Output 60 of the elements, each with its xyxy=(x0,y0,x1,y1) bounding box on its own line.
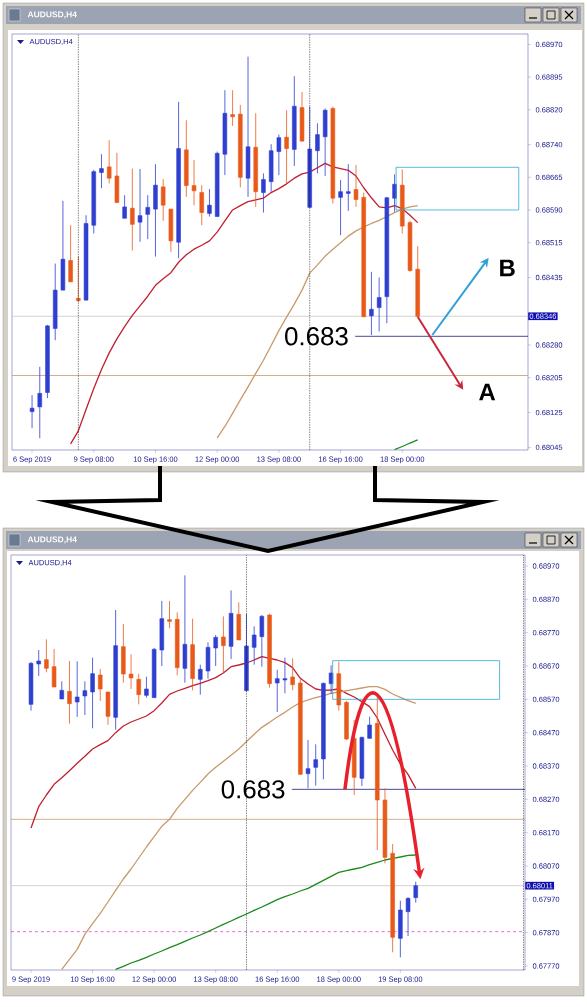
ref-line-label: 0.683 xyxy=(285,327,348,346)
candlestick xyxy=(44,638,49,673)
candlestick xyxy=(137,168,143,243)
candlestick xyxy=(405,896,411,937)
text: B xyxy=(500,259,515,277)
candlestick xyxy=(99,153,104,189)
candlestick xyxy=(198,664,203,696)
chart-title: AUDUSD,H4 xyxy=(27,536,77,544)
line-series xyxy=(69,162,419,445)
candlestick xyxy=(338,179,343,236)
line-series xyxy=(393,439,419,450)
candlestick xyxy=(313,743,318,787)
candlestick xyxy=(182,574,188,684)
candlestick xyxy=(122,194,127,219)
candlestick xyxy=(82,680,88,716)
ref-line-label: 0.683 xyxy=(221,780,285,799)
candlestick xyxy=(284,109,289,184)
candlestick xyxy=(213,634,218,667)
candlestick xyxy=(221,615,226,673)
candlestick xyxy=(106,139,112,184)
candlestick xyxy=(315,122,320,174)
candlestick xyxy=(51,648,57,688)
candlestick xyxy=(290,657,295,691)
candlestick xyxy=(36,649,41,677)
candlestick xyxy=(199,184,204,226)
candlestick xyxy=(346,163,351,212)
candlestick xyxy=(167,600,172,629)
candlestick xyxy=(74,660,80,718)
candlestick xyxy=(251,625,257,666)
candlestick xyxy=(230,89,235,127)
candlestick xyxy=(207,188,212,217)
candlestick xyxy=(369,271,374,336)
text: A xyxy=(479,383,496,401)
candlestick xyxy=(276,134,282,176)
candlestick xyxy=(37,366,42,439)
candlestick xyxy=(76,256,81,303)
candlestick xyxy=(90,657,95,729)
candlestick xyxy=(160,178,166,222)
candlestick xyxy=(98,668,103,702)
candlestick xyxy=(259,614,265,668)
candlestick xyxy=(205,641,211,680)
candlestick xyxy=(367,716,372,739)
candlestick xyxy=(144,676,149,699)
candlestick xyxy=(191,159,197,206)
candlestick xyxy=(29,394,35,429)
candlestick xyxy=(68,224,73,283)
candlestick xyxy=(413,881,418,904)
candlestick xyxy=(67,660,72,725)
candlestick xyxy=(353,164,359,208)
candlestick xyxy=(275,669,280,713)
candlestick xyxy=(261,172,266,213)
candlestick xyxy=(130,168,135,251)
candlestick xyxy=(136,673,141,705)
candlestick xyxy=(305,739,311,789)
candlestick xyxy=(376,277,382,332)
candlestick xyxy=(145,194,150,240)
candlestick xyxy=(282,657,288,694)
candlestick xyxy=(153,163,158,257)
chart-title: AUDUSD,H4 xyxy=(27,11,77,19)
candlestick xyxy=(128,653,134,690)
